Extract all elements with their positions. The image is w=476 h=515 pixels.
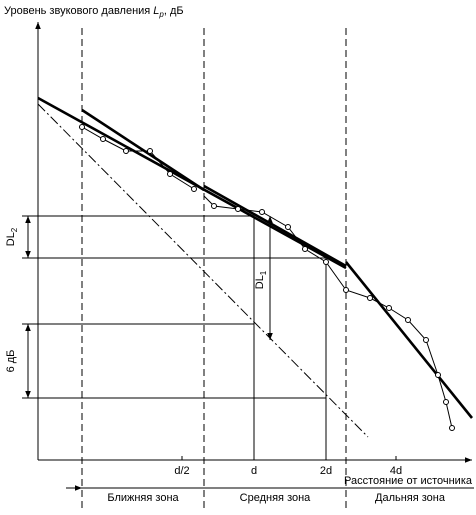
- zone-boundaries: [81, 28, 347, 508]
- dl2-label: DL2: [5, 227, 19, 246]
- x-ticks: [181, 456, 397, 460]
- zone-label: Ближняя зона: [107, 492, 179, 504]
- free-field-line: [37, 103, 369, 438]
- measurement-points: [79, 124, 455, 431]
- measured-curve: [203, 195, 453, 429]
- x-tick-label: d/2: [174, 465, 189, 477]
- x-tick-label: 2d: [320, 465, 332, 477]
- measured-curve: [81, 126, 195, 190]
- reference-lines: [22, 215, 327, 460]
- y-axis-label: Уровень звукового давления Lp, дБ: [4, 5, 184, 19]
- zone-label: Дальняя зона: [375, 492, 446, 504]
- step-label: 6 дБ: [5, 350, 17, 373]
- x-axis-label: Расстояние от источника: [344, 475, 473, 487]
- x-tick-label: d: [251, 465, 257, 477]
- dl1-label: DL1: [254, 270, 268, 289]
- x-tick-label: 4d: [390, 465, 402, 477]
- zone-label: Средняя зона: [240, 492, 312, 504]
- trend-lines: [37, 96, 474, 419]
